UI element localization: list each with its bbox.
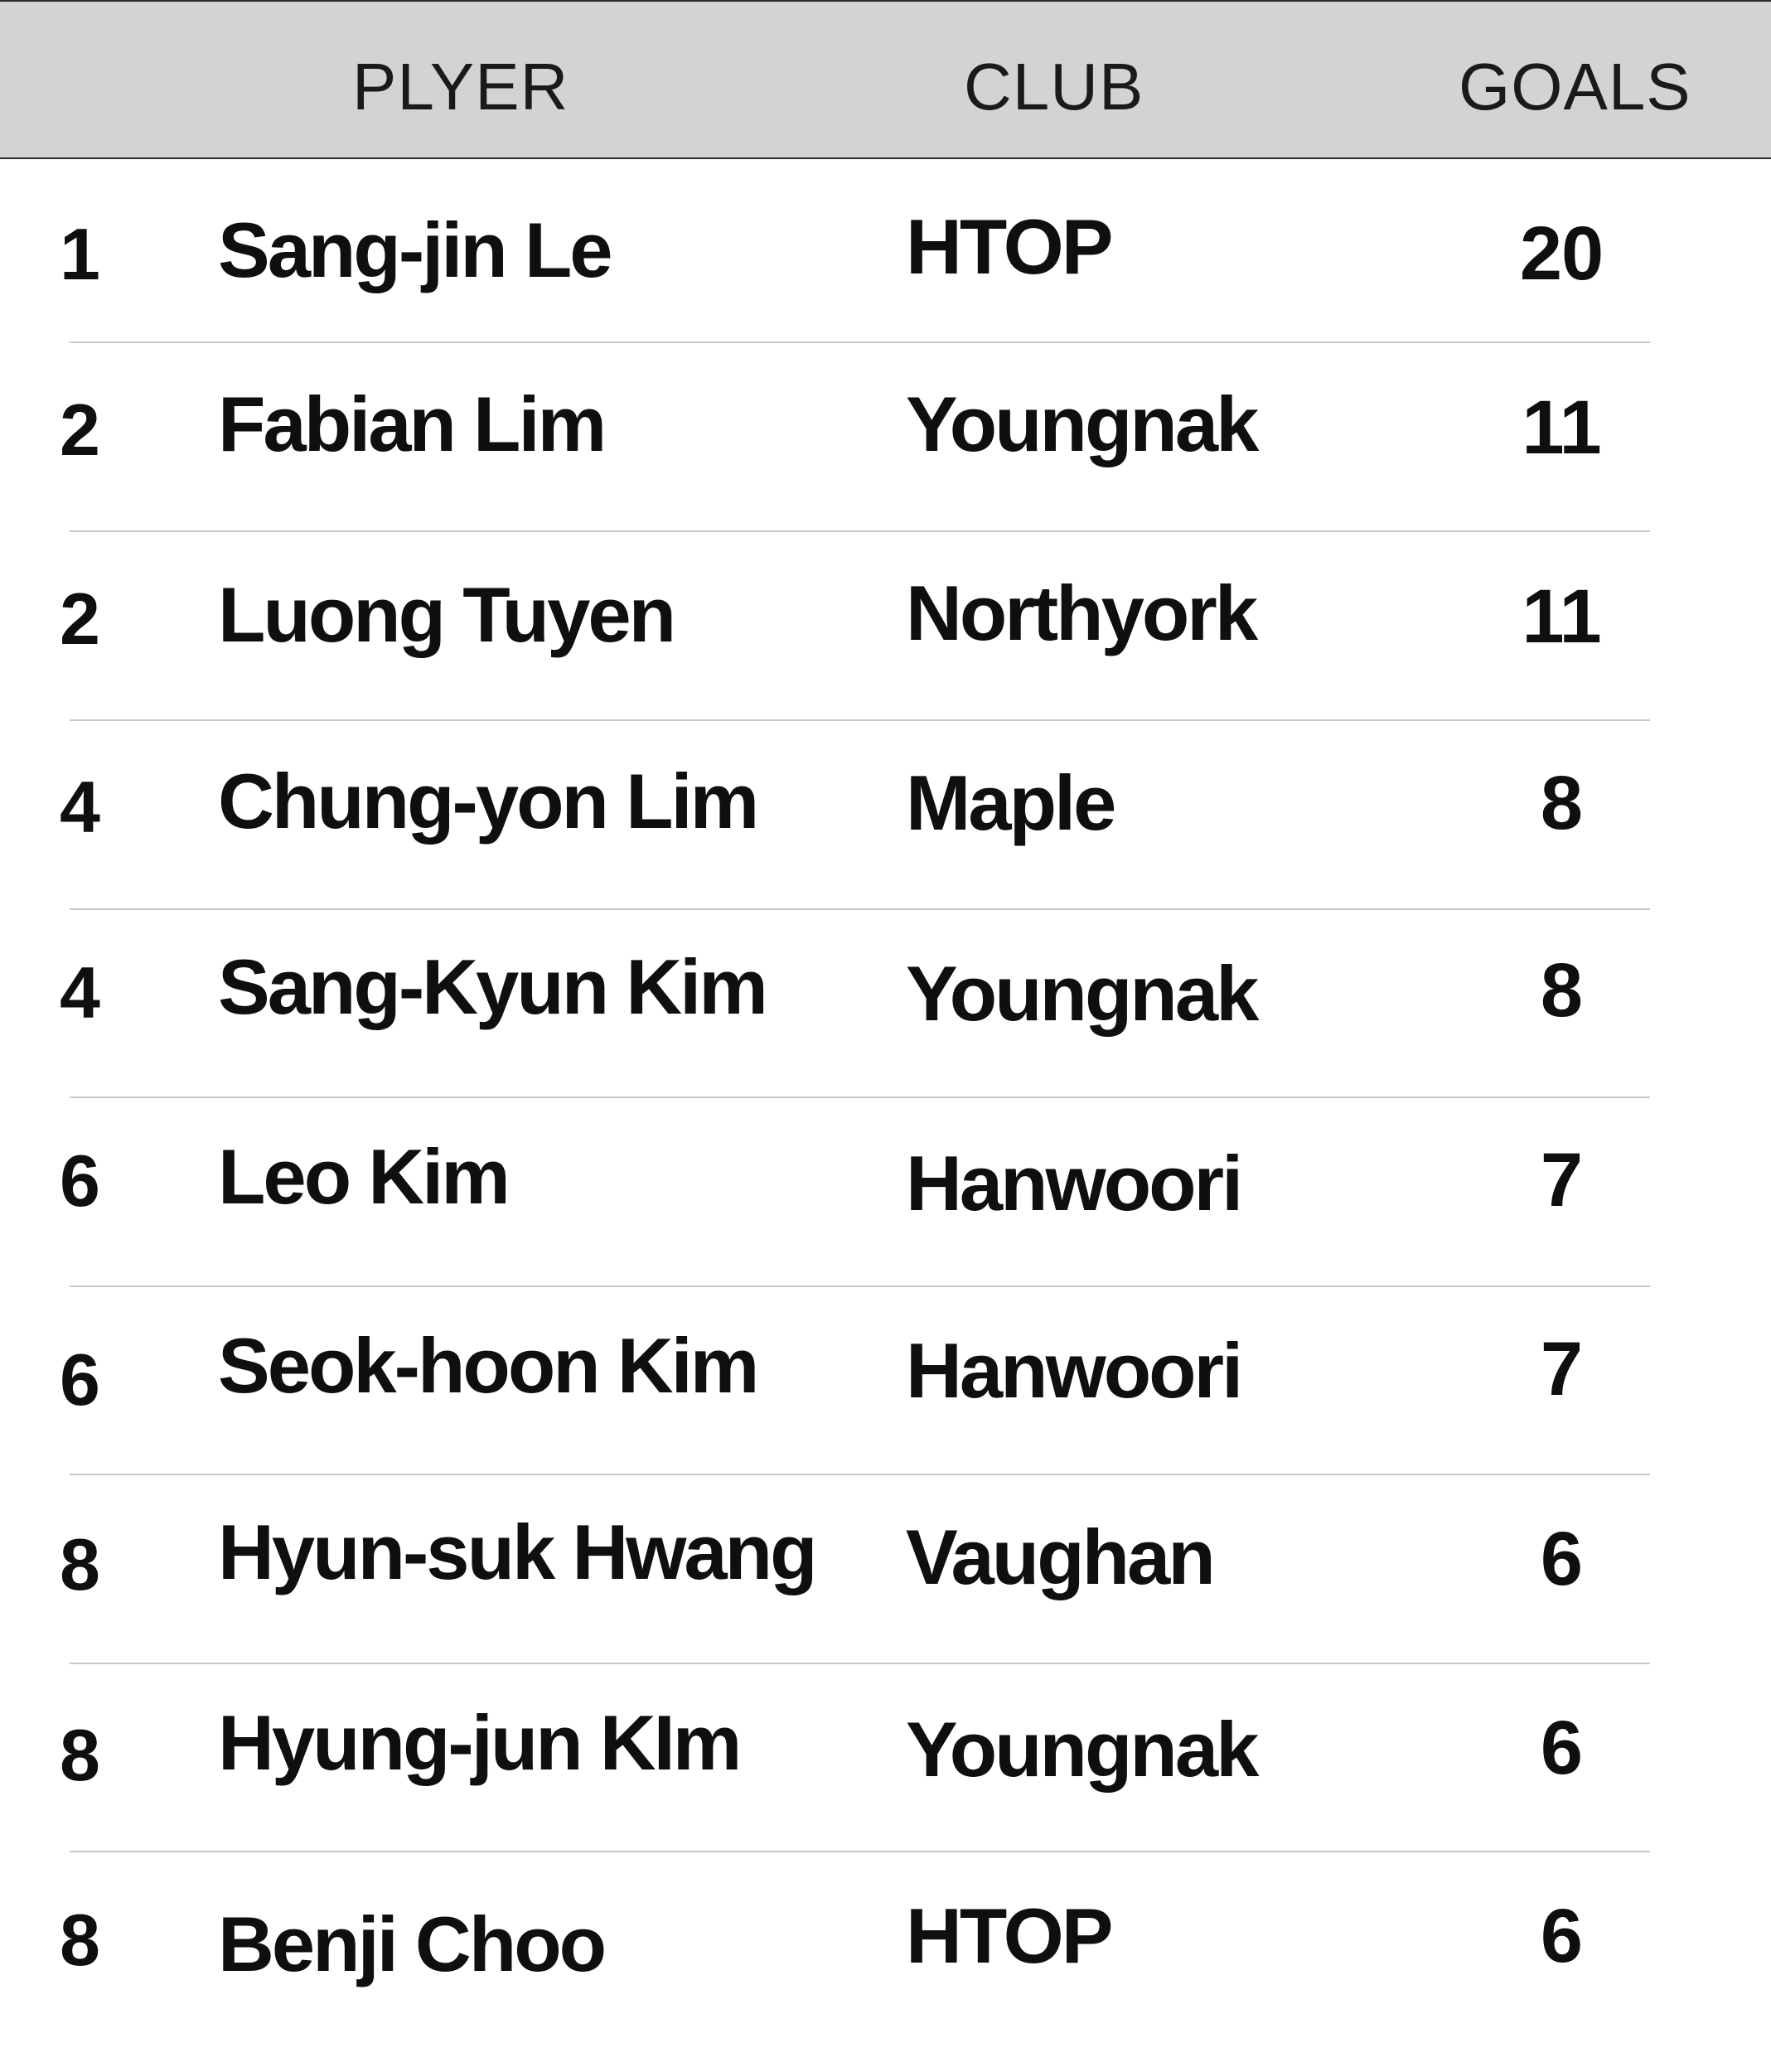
- club-cell: Northyork: [906, 569, 1258, 656]
- rank-cell: 8: [60, 1899, 100, 1981]
- player-name-cell: Leo Kim: [218, 1133, 510, 1220]
- goals-cell: 6: [1540, 1517, 1583, 1601]
- row-divider: [70, 1285, 1650, 1287]
- club-cell: HTOP: [906, 203, 1113, 290]
- goals-cell: 6: [1540, 1706, 1583, 1790]
- player-name-cell: Chung-yon Lim: [218, 758, 759, 845]
- table-header: PLYER CLUB GOALS: [0, 0, 1771, 159]
- goals-cell: 8: [1540, 948, 1583, 1033]
- table-row: 4 Chung-yon Lim Maple 8: [0, 720, 1771, 910]
- rank-cell: 2: [60, 389, 100, 471]
- table-row: 6 Leo Kim Hanwoori 7: [0, 1097, 1771, 1287]
- goals-cell: 11: [1522, 574, 1601, 659]
- row-divider: [70, 1474, 1650, 1475]
- goals-cell: 11: [1522, 385, 1601, 470]
- row-divider: [70, 1097, 1650, 1098]
- table-row: 8 Benji Choo HTOP 6: [0, 1852, 1771, 2040]
- player-name-cell: Luong Tuyen: [218, 571, 676, 658]
- row-divider: [70, 1663, 1650, 1664]
- club-cell: Maple: [906, 759, 1116, 846]
- table-row: 8 Hyung-jun KIm Youngnak 6: [0, 1663, 1771, 1852]
- rank-cell: 6: [60, 1140, 100, 1222]
- rank-cell: 6: [60, 1339, 100, 1421]
- table-row: 2 Fabian Lim Youngnak 11: [0, 343, 1771, 532]
- column-header-club: CLUB: [964, 50, 1144, 123]
- column-header-goals: GOALS: [1459, 50, 1691, 123]
- player-name-cell: Hyun-suk Hwang: [218, 1508, 818, 1595]
- club-cell: Hanwoori: [906, 1140, 1243, 1227]
- rank-cell: 4: [60, 766, 100, 848]
- column-header-player: PLYER: [352, 50, 569, 123]
- player-name-cell: Benji Choo: [218, 1900, 607, 1987]
- club-cell: Youngnak: [906, 1706, 1259, 1793]
- rank-cell: 8: [60, 1523, 100, 1605]
- club-cell: HTOP: [906, 1892, 1113, 1979]
- goals-cell: 8: [1540, 761, 1583, 845]
- player-name-cell: Seok-hoon Kim: [218, 1322, 759, 1409]
- club-cell: Youngnak: [906, 950, 1259, 1037]
- player-name-cell: Fabian Lim: [218, 380, 607, 467]
- table-row: 4 Sang-Kyun Kim Youngnak 8: [0, 909, 1771, 1098]
- club-cell: Vaughan: [906, 1513, 1216, 1600]
- rank-cell: 8: [60, 1714, 100, 1796]
- goals-cell: 7: [1540, 1138, 1583, 1222]
- table-row: 1 Sang-jin Le HTOP 20: [0, 159, 1771, 347]
- player-name-cell: Hyung-jun KIm: [218, 1699, 742, 1786]
- table-row: 8 Hyun-suk Hwang Vaughan 6: [0, 1474, 1771, 1664]
- goals-cell: 6: [1540, 1894, 1583, 1978]
- goals-cell: 7: [1540, 1327, 1583, 1411]
- row-divider: [70, 530, 1650, 532]
- row-divider: [70, 1851, 1650, 1852]
- rank-cell: 2: [60, 578, 100, 660]
- goals-cell: 20: [1519, 211, 1604, 296]
- player-name-cell: Sang-jin Le: [218, 206, 613, 293]
- rank-cell: 1: [60, 213, 100, 295]
- club-cell: Hanwoori: [906, 1327, 1243, 1414]
- table-row: 6 Seok-hoon Kim Hanwoori 7: [0, 1286, 1771, 1475]
- table-row: 2 Luong Tuyen Northyork 11: [0, 532, 1771, 721]
- player-name-cell: Sang-Kyun Kim: [218, 943, 768, 1030]
- row-divider: [70, 908, 1650, 910]
- row-divider: [70, 341, 1650, 343]
- row-divider: [70, 719, 1650, 721]
- club-cell: Youngnak: [906, 380, 1259, 467]
- rank-cell: 4: [60, 951, 100, 1034]
